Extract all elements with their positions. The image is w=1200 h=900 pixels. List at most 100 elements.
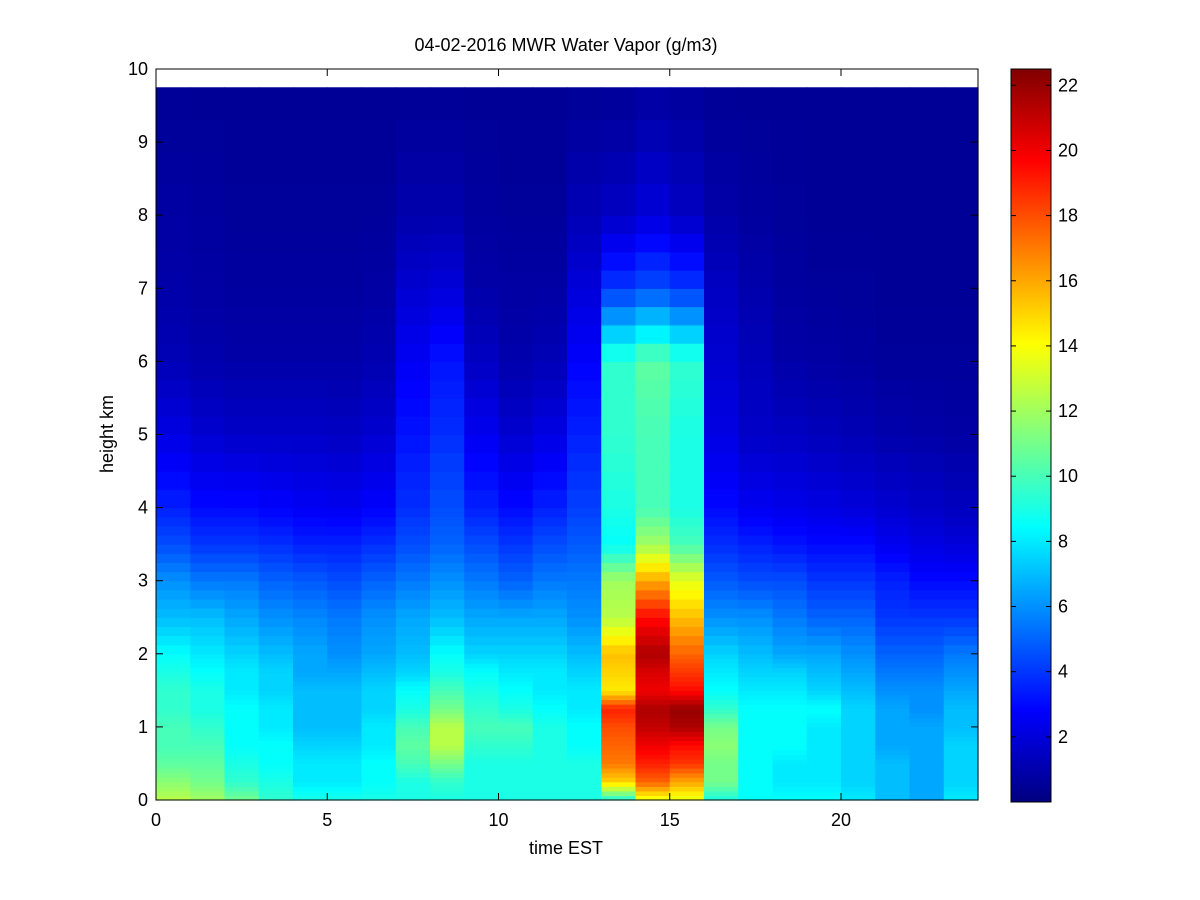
heatmap-cell <box>772 690 808 696</box>
heatmap-cell <box>806 580 842 591</box>
heatmap-cell <box>909 685 945 691</box>
heatmap-cell <box>464 726 500 733</box>
heatmap-cell <box>293 553 328 564</box>
heatmap-cell <box>841 731 876 737</box>
heatmap-cell <box>430 795 465 801</box>
heatmap-cell <box>669 183 705 216</box>
heatmap-cell <box>293 626 328 637</box>
heatmap-cell <box>635 694 671 701</box>
heatmap-cell <box>156 343 191 363</box>
heatmap-cell <box>498 736 534 742</box>
heatmap-cell <box>704 672 739 678</box>
heatmap-cell <box>395 343 431 363</box>
heatmap-cell <box>704 306 739 326</box>
heatmap-cell <box>327 658 363 664</box>
heatmap-cell <box>772 685 808 691</box>
heatmap-cell <box>395 233 431 253</box>
heatmap-cell <box>293 635 328 646</box>
heatmap-cell <box>601 786 637 792</box>
heatmap-cell <box>430 704 465 710</box>
heatmap-cell <box>258 544 294 554</box>
heatmap-cell <box>601 745 637 751</box>
heatmap-cell <box>258 598 294 609</box>
heatmap-cell <box>498 233 534 253</box>
heatmap-cell <box>464 270 500 289</box>
heatmap-cell <box>772 119 808 152</box>
heatmap-cell <box>532 672 568 678</box>
heatmap-cell <box>669 452 705 472</box>
heatmap-cell <box>498 452 534 472</box>
heatmap-cell <box>841 653 876 659</box>
heatmap-cell <box>841 434 876 454</box>
heatmap-cell <box>464 617 500 627</box>
heatmap-cell <box>190 685 226 691</box>
heatmap-cell <box>532 525 568 536</box>
heatmap-cell <box>395 672 431 678</box>
heatmap-cell <box>567 119 602 152</box>
heatmap-cell <box>635 690 671 696</box>
heatmap-cell <box>190 553 226 564</box>
heatmap-cell <box>156 288 191 308</box>
heatmap-cell <box>806 379 842 399</box>
heatmap-cell <box>395 580 431 591</box>
heatmap-cell <box>943 416 979 436</box>
heatmap-cell <box>190 608 226 618</box>
heatmap-cell <box>532 598 568 609</box>
heatmap-cell <box>909 626 945 637</box>
heatmap-cell <box>601 704 637 710</box>
heatmap-cell <box>669 777 705 783</box>
heatmap-cell <box>635 571 671 582</box>
heatmap-cell <box>738 694 774 701</box>
heatmap-cell <box>498 343 534 363</box>
heatmap-cell <box>909 306 945 326</box>
heatmap-cell <box>156 731 191 737</box>
heatmap-cell <box>293 608 328 618</box>
heatmap-cell <box>224 635 260 646</box>
heatmap-cell <box>190 416 226 436</box>
heatmap-cell <box>669 786 705 792</box>
heatmap-cell <box>361 708 397 714</box>
heatmap-cell <box>772 598 808 609</box>
heatmap-cell <box>327 685 363 691</box>
heatmap-cell <box>704 754 739 760</box>
heatmap-cell <box>156 416 191 436</box>
heatmap-cell <box>464 215 500 235</box>
heatmap-cell <box>258 571 294 582</box>
heatmap-cell <box>738 183 774 216</box>
heatmap-cell <box>806 544 842 554</box>
heatmap-cell <box>532 635 568 646</box>
heatmap-cell <box>464 288 500 308</box>
heatmap-cell <box>772 571 808 582</box>
heatmap-cell <box>361 119 397 152</box>
heatmap-cell <box>943 452 979 472</box>
heatmap-cell <box>567 507 602 518</box>
heatmap-cell <box>532 681 568 687</box>
heatmap-cell <box>190 740 226 746</box>
heatmap-cell <box>704 516 739 527</box>
heatmap-cell <box>704 685 739 691</box>
heatmap-cell <box>806 781 842 787</box>
heatmap-cell <box>704 489 739 509</box>
heatmap-cell <box>430 685 465 691</box>
heatmap-cell <box>601 608 637 618</box>
heatmap-cell <box>327 676 363 682</box>
heatmap-cell <box>601 525 637 536</box>
heatmap-cell <box>669 708 705 714</box>
heatmap-cell <box>156 635 191 646</box>
heatmap-cell <box>532 571 568 582</box>
heatmap-cell <box>430 717 465 723</box>
heatmap-cell <box>224 589 260 600</box>
x-tick-label: 0 <box>151 810 161 830</box>
heatmap-cell <box>464 608 500 618</box>
heatmap-cell <box>293 672 328 678</box>
heatmap-cell <box>738 749 774 755</box>
heatmap-cell <box>498 772 534 778</box>
heatmap-cell <box>327 270 363 289</box>
heatmap-cell <box>875 589 911 600</box>
heatmap-cell <box>943 777 979 783</box>
heatmap-cell <box>601 617 637 627</box>
heatmap-cell <box>293 562 328 573</box>
heatmap-cell <box>498 598 534 609</box>
heatmap-cell <box>738 233 774 253</box>
heatmap-cell <box>738 215 774 235</box>
